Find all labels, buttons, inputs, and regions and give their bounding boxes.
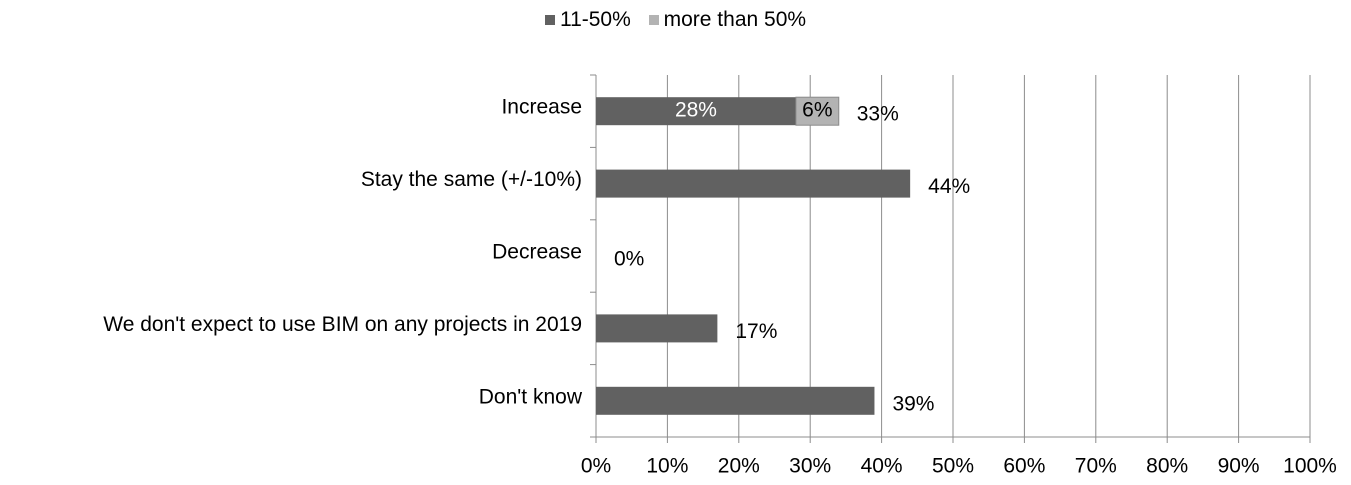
category-label-0: Increase <box>501 96 582 119</box>
total-label-1: 44% <box>928 175 970 198</box>
x-tick-label-7: 70% <box>1075 455 1117 478</box>
bar-0-series-1 <box>596 97 796 126</box>
total-label-2: 0% <box>614 248 644 271</box>
legend-swatch-series-2 <box>648 15 659 25</box>
bar-1-series-1 <box>596 169 911 198</box>
segment-label-0-series-1: 28% <box>675 99 717 122</box>
category-label-3: We don't expect to use BIM on any projec… <box>103 313 582 336</box>
x-tick-label-1: 10% <box>646 455 688 478</box>
x-tick-label-10: 100% <box>1283 455 1337 478</box>
bar-0-series-2 <box>795 96 840 126</box>
total-label-0: 33% <box>857 103 899 126</box>
legend-item-series-1: 11-50% <box>544 8 631 32</box>
bar-3-series-1 <box>596 314 718 343</box>
total-label-4: 39% <box>892 392 934 415</box>
x-tick-label-4: 40% <box>861 455 903 478</box>
x-tick-label-2: 20% <box>718 455 760 478</box>
legend: 11-50% more than 50% <box>0 8 1351 32</box>
legend-swatch-series-1 <box>544 15 555 25</box>
category-label-4: Don't know <box>479 385 583 408</box>
x-tick-label-0: 0% <box>581 455 611 478</box>
category-label-1: Stay the same (+/-10%) <box>361 168 582 191</box>
legend-item-series-2: more than 50% <box>648 8 807 32</box>
segment-label-0-series-2: 6% <box>802 99 832 122</box>
x-tick-label-8: 80% <box>1146 455 1188 478</box>
legend-label-series-2: more than 50% <box>663 8 807 31</box>
category-label-2: Decrease <box>492 241 582 264</box>
x-tick-label-9: 90% <box>1218 455 1260 478</box>
total-label-3: 17% <box>735 320 777 343</box>
legend-label-series-1: 11-50% <box>559 8 631 31</box>
x-tick-label-6: 60% <box>1003 455 1045 478</box>
x-tick-label-3: 30% <box>789 455 831 478</box>
bar-4-series-1 <box>596 386 875 415</box>
x-tick-label-5: 50% <box>932 455 974 478</box>
